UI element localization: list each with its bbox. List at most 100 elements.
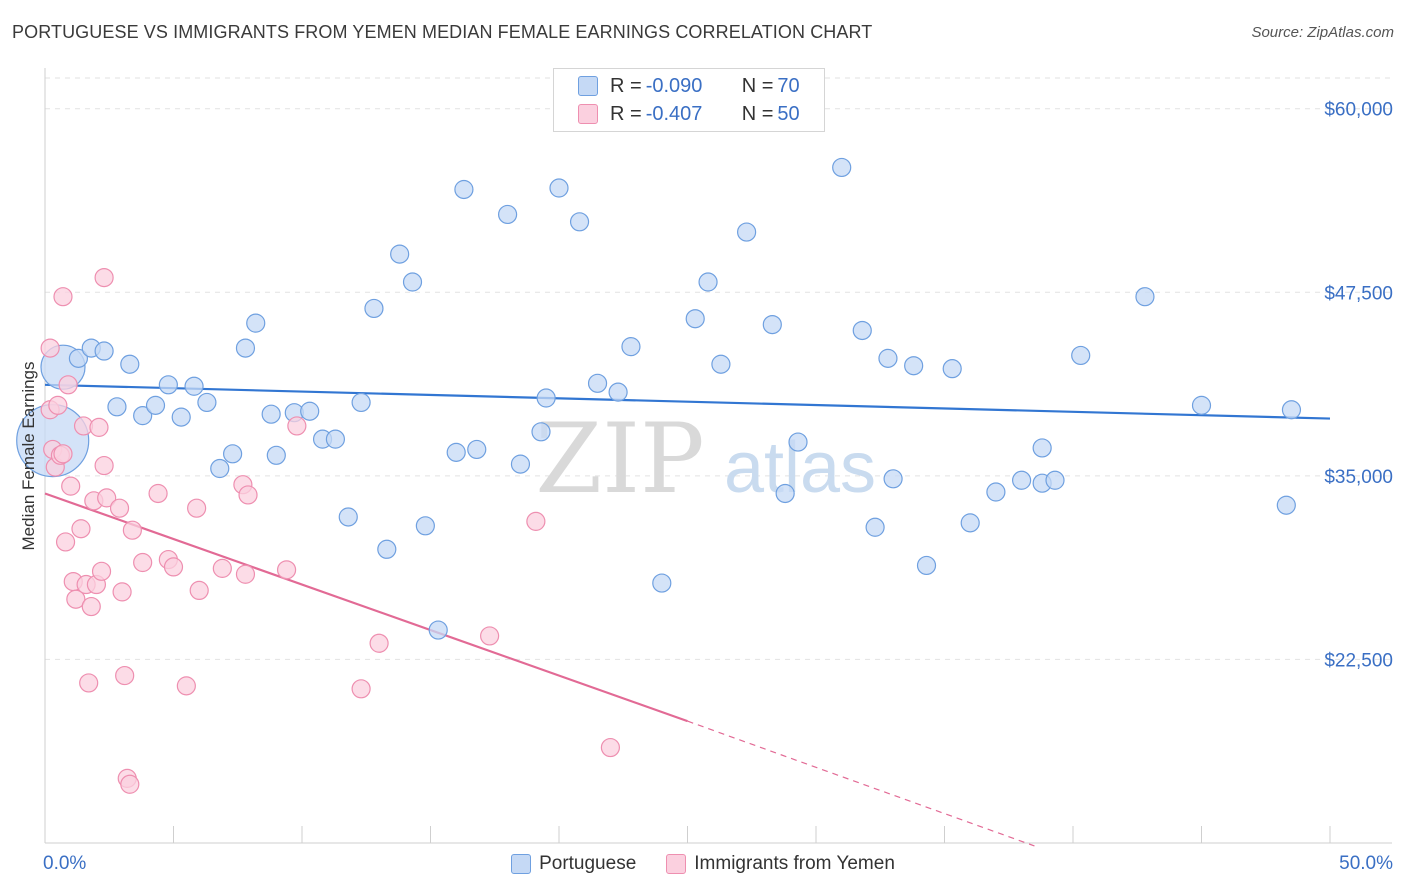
- y-tick-labels: $22,500 $35,000 $47,500 $60,000: [1324, 100, 1393, 672]
- trend-lines: [44, 383, 1331, 847]
- point-yemen: [122, 520, 142, 540]
- legend-swatch-yemen: [666, 854, 687, 874]
- point-portuguese: [467, 439, 487, 460]
- point-portuguese: [145, 395, 166, 415]
- legend-label: Immigrants from Yemen: [694, 853, 895, 874]
- point-yemen: [66, 589, 86, 609]
- point-yemen: [115, 665, 135, 686]
- point-portuguese: [960, 513, 980, 533]
- n-label: N =: [741, 74, 774, 97]
- point-yemen: [81, 596, 101, 617]
- point-portuguese: [531, 422, 551, 442]
- x-tick-label-min: 0.0%: [43, 853, 86, 874]
- point-yemen: [48, 395, 68, 415]
- point-portuguese: [621, 337, 641, 357]
- point-yemen: [112, 582, 132, 602]
- legend-swatch-portuguese: [511, 854, 532, 874]
- series-yemen: [40, 268, 621, 794]
- point-portuguese: [498, 204, 518, 225]
- trend-line-yemen-extension: [687, 720, 1035, 847]
- point-portuguese: [107, 397, 127, 417]
- point-portuguese: [261, 404, 281, 424]
- r-label: R =: [610, 102, 642, 125]
- trend-line-yemen: [44, 492, 688, 723]
- point-portuguese: [737, 222, 757, 242]
- point-yemen: [53, 287, 73, 307]
- point-portuguese: [454, 179, 474, 200]
- point-portuguese: [223, 444, 243, 464]
- r-label: R =: [610, 74, 642, 97]
- point-yemen: [89, 417, 109, 437]
- point-yemen: [600, 737, 621, 758]
- point-portuguese: [608, 382, 628, 402]
- point-portuguese: [510, 454, 531, 474]
- y-tick-label: $22,500: [1324, 650, 1393, 671]
- point-portuguese: [587, 373, 608, 393]
- point-yemen: [120, 774, 140, 794]
- point-portuguese: [338, 507, 358, 527]
- point-portuguese: [133, 406, 153, 426]
- point-portuguese: [235, 338, 256, 358]
- point-portuguese: [1071, 345, 1091, 366]
- point-portuguese: [1032, 438, 1052, 458]
- point-yemen: [97, 488, 117, 508]
- point-portuguese: [878, 348, 898, 368]
- point-portuguese: [94, 341, 114, 361]
- point-portuguese: [1135, 287, 1155, 307]
- r-value: -0.407: [645, 102, 703, 125]
- point-yemen: [58, 375, 78, 395]
- stats-swatch-yemen: [578, 104, 598, 124]
- point-portuguese: [197, 392, 217, 413]
- n-label: N =: [741, 102, 774, 125]
- point-portuguese: [916, 555, 937, 576]
- source-label: Source: ZipAtlas.com: [1251, 24, 1394, 41]
- point-yemen: [287, 416, 307, 436]
- point-portuguese: [883, 469, 903, 489]
- point-portuguese: [865, 517, 885, 537]
- point-portuguese: [68, 348, 89, 368]
- point-yemen: [176, 676, 196, 696]
- correlation-stats-box: R = -0.090 N = 70 R = -0.407 N = 50: [553, 68, 825, 132]
- point-portuguese: [300, 401, 320, 421]
- point-yemen: [276, 560, 297, 580]
- point-yemen: [351, 679, 371, 699]
- point-portuguese: [942, 359, 962, 379]
- stats-row-yemen: R = -0.407 N = 50: [578, 100, 800, 128]
- trend-line-portuguese: [44, 383, 1331, 420]
- axes: [44, 68, 1392, 844]
- point-portuguese: [904, 356, 924, 376]
- point-yemen: [187, 498, 207, 518]
- point-yemen: [189, 580, 209, 601]
- point-portuguese: [364, 298, 384, 319]
- point-portuguese: [569, 212, 590, 232]
- data-points: [16, 157, 1302, 794]
- point-portuguese: [775, 483, 795, 504]
- point-yemen: [94, 268, 114, 288]
- chart-title: PORTUGUESE VS IMMIGRANTS FROM YEMEN MEDI…: [12, 22, 873, 42]
- point-yemen: [133, 552, 153, 573]
- point-yemen: [163, 557, 184, 577]
- legend-item-yemen[interactable]: Immigrants from Yemen: [666, 851, 895, 877]
- point-yemen: [71, 519, 91, 539]
- point-portuguese: [415, 516, 435, 536]
- point-portuguese: [549, 178, 569, 198]
- point-portuguese: [158, 375, 178, 395]
- point-portuguese: [1191, 395, 1212, 415]
- point-portuguese: [536, 388, 556, 408]
- point-yemen: [94, 455, 114, 476]
- stats-swatch-portuguese: [578, 76, 598, 96]
- legend-item-portuguese[interactable]: Portuguese: [511, 851, 636, 877]
- y-axis-label: Median Female Earnings: [19, 362, 38, 551]
- y-tick-label: $35,000: [1324, 467, 1393, 488]
- x-tick-label-max: 50.0%: [1339, 853, 1393, 874]
- legend: Portuguese Immigrants from Yemen: [0, 851, 1406, 877]
- point-portuguese: [1011, 470, 1032, 490]
- point-yemen: [40, 338, 60, 358]
- point-portuguese: [788, 432, 808, 452]
- point-portuguese: [351, 392, 371, 413]
- point-portuguese: [184, 376, 204, 396]
- point-yemen: [148, 483, 168, 504]
- point-portuguese: [1281, 400, 1302, 420]
- point-yemen: [79, 673, 99, 693]
